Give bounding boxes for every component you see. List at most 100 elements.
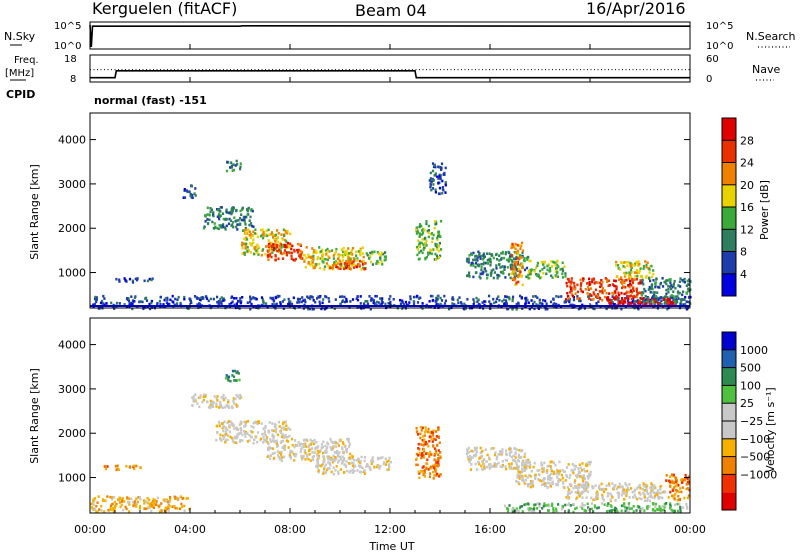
velocity-cell: [282, 436, 285, 439]
velocity-cell: [192, 400, 195, 403]
power-cell: [282, 243, 285, 247]
power-cell: [438, 233, 441, 236]
power-cell: [653, 303, 656, 307]
velocity-cell: [262, 441, 265, 444]
velocity-cell: [661, 491, 664, 494]
velocity-cell: [327, 461, 330, 464]
power-cell: [467, 274, 470, 277]
velocity-cell: [432, 464, 435, 468]
power-cell: [209, 210, 212, 213]
power-cell: [600, 279, 603, 282]
power-cell: [347, 267, 350, 270]
velocity-cell: [415, 452, 418, 456]
velocity-cell: [654, 509, 657, 512]
velocity-cell: [550, 476, 553, 480]
power-cell: [212, 211, 215, 214]
velocity-cell: [135, 505, 138, 508]
velocity-cell: [581, 462, 584, 465]
power-cell: [596, 294, 599, 298]
velocity-cell: [570, 490, 573, 494]
velocity-cell: [417, 442, 420, 446]
power-cbar-tick-label: 28: [740, 134, 754, 147]
velocity-cell: [264, 424, 267, 428]
power-cell: [516, 252, 519, 256]
power-cell: [661, 296, 664, 300]
velocity-cell: [215, 438, 218, 442]
velocity-cell: [339, 455, 342, 459]
velocity-cell: [235, 393, 238, 397]
velocity-cell: [583, 487, 586, 490]
power-cell: [284, 238, 287, 242]
velocity-cell: [250, 425, 253, 428]
power-cell: [115, 301, 119, 305]
power-blob-13: [510, 241, 524, 287]
velocity-cell: [222, 398, 225, 402]
power-cell: [634, 275, 637, 278]
power-cell: [513, 275, 516, 278]
velocity-blob-11: [565, 482, 667, 503]
power-cell: [251, 234, 254, 238]
velocity-cell: [104, 467, 108, 471]
power-cell: [349, 258, 352, 261]
velocity-cell: [543, 502, 546, 505]
velocity-cell: [345, 460, 348, 463]
velocity-cell: [551, 502, 554, 506]
velocity-cell: [306, 453, 309, 457]
power-cell: [436, 238, 439, 242]
velocity-cell: [139, 466, 142, 470]
velocity-cell: [567, 492, 570, 495]
power-cell: [535, 266, 538, 270]
velocity-cell: [672, 473, 675, 477]
velocity-cell: [229, 435, 232, 439]
velocity-cell: [677, 484, 680, 487]
power-cell: [604, 295, 607, 299]
velocity-cell: [232, 375, 236, 379]
velocity-cell: [669, 475, 672, 479]
power-cell: [640, 294, 643, 297]
velocity-cell: [581, 476, 584, 480]
power-cell: [444, 299, 447, 303]
power-cell: [556, 259, 559, 263]
power-cell: [369, 307, 372, 311]
power-cell: [247, 228, 250, 231]
power-cell: [282, 251, 286, 255]
power-cell: [624, 301, 627, 304]
velocity-cell: [688, 482, 691, 486]
power-cell: [237, 300, 240, 303]
velocity-cell: [280, 440, 283, 443]
power-cell: [592, 291, 595, 294]
velocity-cell: [573, 467, 576, 471]
velocity-cell: [151, 504, 154, 507]
velocity-cell: [641, 506, 644, 510]
power-cell: [412, 303, 416, 306]
power-cell: [235, 302, 238, 305]
velocity-cell: [646, 499, 649, 503]
velocity-cell: [110, 504, 113, 507]
velocity-cell: [299, 450, 302, 454]
power-cell: [489, 263, 492, 267]
power-cell: [685, 284, 688, 287]
power-cell: [280, 233, 283, 236]
velocity-cell: [685, 483, 688, 486]
velocity-cell: [349, 452, 352, 456]
power-cell: [276, 245, 279, 249]
velocity-cell: [537, 478, 540, 481]
power-cell: [436, 232, 439, 235]
power-cell: [510, 246, 513, 250]
power-cell: [617, 303, 620, 307]
velocity-cell: [338, 451, 341, 454]
velocity-cell: [268, 431, 271, 434]
velocity-cell: [113, 496, 116, 499]
velocity-cell: [568, 488, 571, 491]
power-cell: [681, 278, 684, 282]
power-cell: [320, 257, 323, 260]
power-cell: [598, 290, 601, 293]
velocity-cell: [272, 429, 275, 433]
power-cell: [596, 281, 599, 284]
power-cell: [148, 307, 152, 311]
power-cell: [290, 254, 293, 258]
power-cell: [276, 235, 279, 239]
velocity-cell: [424, 467, 428, 470]
velocity-cell: [194, 398, 197, 402]
